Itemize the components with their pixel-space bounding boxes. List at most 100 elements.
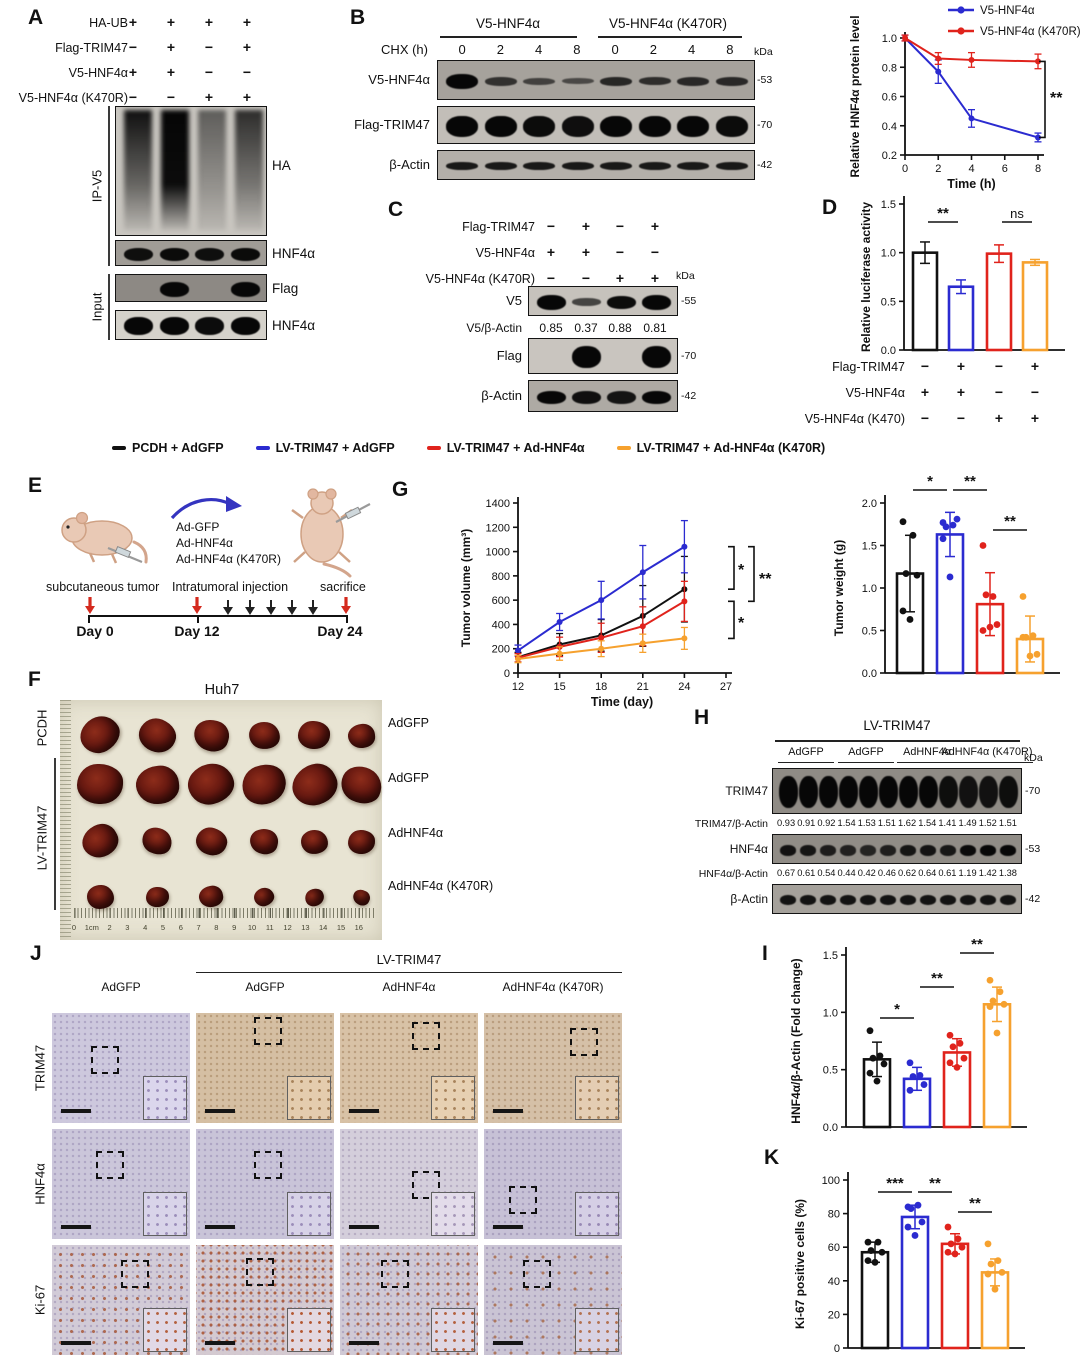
ihc-inset <box>575 1308 619 1352</box>
ihc-roi-box <box>253 1151 282 1179</box>
svg-text:80: 80 <box>828 1209 840 1221</box>
panel-a-condition-symbol: − <box>204 64 214 80</box>
panel-label-i: I <box>762 942 768 965</box>
svg-text:800: 800 <box>492 571 510 583</box>
panel-d-symbol: + <box>956 384 966 400</box>
blot-band <box>880 895 896 905</box>
ihc-roi-box <box>381 1260 410 1289</box>
svg-text:**: ** <box>964 473 976 490</box>
panel-d-symbol: + <box>956 358 966 374</box>
ruler-number: 3 <box>125 923 130 932</box>
ruler-number: 12 <box>283 923 292 932</box>
scale-bar <box>349 1225 379 1229</box>
timeline-day: Day 12 <box>174 623 220 639</box>
panel-h-ratio-value: 1.52 <box>978 818 997 828</box>
blot-band <box>715 76 748 86</box>
tumor-sample <box>144 885 170 908</box>
panel-b-blot-0 <box>437 60 755 100</box>
panel-h-group-line <box>897 762 957 764</box>
ihc-image <box>484 1129 622 1239</box>
panel-d-symbol: + <box>1030 410 1040 426</box>
svg-text:1400: 1400 <box>486 498 510 510</box>
svg-text:1.0: 1.0 <box>823 1007 838 1019</box>
tumor-photo: 0 1cm 2 3 4 5 6 7 8 9 10 11 12 13 14 15 16 <box>60 700 388 940</box>
panel-h-blot-HNF4α <box>772 834 1022 864</box>
blot-band <box>940 844 956 856</box>
blot-band <box>860 895 876 905</box>
svg-text:0.4: 0.4 <box>882 121 897 133</box>
panel-a-condition-row-label: V5-HNF4α (K470R) <box>18 91 128 105</box>
blot-band <box>446 162 479 170</box>
panel-a-condition-symbol: − <box>128 89 138 105</box>
svg-text:600: 600 <box>492 595 510 607</box>
svg-text:0.5: 0.5 <box>881 296 896 308</box>
panel-h-ratio-value: 0.62 <box>898 868 917 878</box>
ihc-inset <box>143 1192 187 1236</box>
ihc-inset <box>143 1308 187 1352</box>
panel-label-e: E <box>28 474 43 497</box>
blot-band <box>798 776 818 808</box>
ha-smear-lane <box>161 110 189 230</box>
panel-c-condition-symbol: − <box>546 270 556 286</box>
panel-h-ratio-value: 0.92 <box>817 818 836 828</box>
panel-f-row-label: AdGFP <box>388 771 429 785</box>
panel-h-blot-label: HNF4α <box>729 842 768 856</box>
panel-d-symbol: + <box>920 384 930 400</box>
scale-bar <box>493 1225 523 1229</box>
event-label: subcutaneous tumor <box>46 580 160 594</box>
panel-d-symbol: − <box>920 410 930 426</box>
ihc-roi-box <box>121 1260 149 1289</box>
timeline-arrow-icon <box>85 597 95 614</box>
blot-band <box>484 162 517 170</box>
panel-h-group-line <box>941 762 1033 764</box>
svg-text:0.5: 0.5 <box>862 626 877 638</box>
panel-h-ratio-value: 0.61 <box>938 868 957 878</box>
svg-text:*: * <box>738 562 745 579</box>
svg-text:1.5: 1.5 <box>881 199 896 211</box>
scale-bar <box>205 1109 235 1113</box>
panel-h-ratio-value: 1.54 <box>918 818 937 828</box>
kda-label-c: kDa <box>676 270 695 282</box>
ruler-number: 1cm <box>84 923 99 932</box>
pcdh-label: PCDH <box>34 709 50 747</box>
panel-c-blot-2 <box>528 380 678 412</box>
svg-text:*: * <box>927 473 933 490</box>
blot-band <box>607 390 636 404</box>
panel-a-condition-symbol: + <box>242 89 252 105</box>
mouse-side-icon <box>61 511 148 564</box>
legend-dash-icon <box>255 446 270 450</box>
chart-tumor_volume: 0 200 400 600 800 1000 1200 1400 12 15 18 21 24 27 Tim… <box>459 497 772 709</box>
svg-text:0.8: 0.8 <box>882 62 897 74</box>
panel-c-condition-symbol: − <box>546 218 556 234</box>
panel-a-condition-row-label: Flag-TRIM47 <box>55 41 128 55</box>
panel-f-row-label: AdHNF4α <box>388 826 444 840</box>
v5-actin-ratio-value: 0.88 <box>608 321 632 335</box>
panel-label-k: K <box>764 1146 780 1169</box>
blot-band <box>778 776 798 808</box>
tumor-sample <box>346 828 376 854</box>
timeline-arrow-icon <box>223 600 233 615</box>
scale-bar <box>61 1225 91 1229</box>
svg-text:1000: 1000 <box>486 547 510 559</box>
chx-time: 4 <box>688 42 696 57</box>
blot-band <box>677 115 710 137</box>
injection-label: Ad-GFP <box>176 520 220 534</box>
ihc-image <box>52 1245 190 1355</box>
svg-text:0: 0 <box>504 668 510 680</box>
ruler-number: 13 <box>301 923 310 932</box>
ip-v5-bracket <box>108 106 110 266</box>
panel-h-ratio-value: 0.54 <box>817 868 836 878</box>
chx-time: 2 <box>496 42 504 57</box>
panel-a-condition-symbol: − <box>204 39 214 55</box>
scale-bar <box>205 1341 235 1345</box>
svg-text:V5-HNF4α: V5-HNF4α <box>980 5 1035 17</box>
blot-band <box>600 76 633 86</box>
ruler-number: 9 <box>232 923 237 932</box>
panel-c-condition-symbol: + <box>650 270 660 286</box>
panel-a-condition-row-label: HA-UB <box>89 16 128 30</box>
ruler-number: 6 <box>178 923 183 932</box>
ihc-image <box>340 1245 478 1355</box>
ruler-number: 5 <box>160 923 166 932</box>
blot-band <box>1000 844 1016 856</box>
input-bracket <box>108 274 110 340</box>
